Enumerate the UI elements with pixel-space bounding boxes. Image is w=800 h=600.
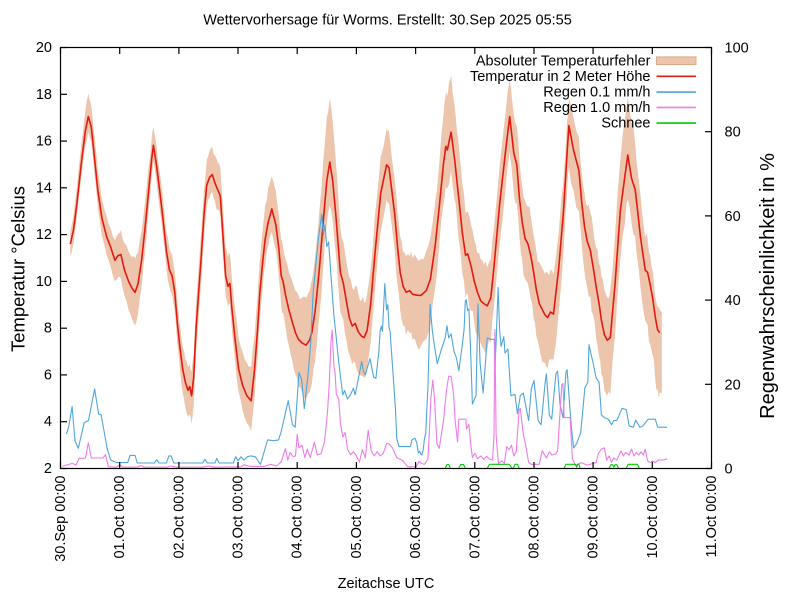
svg-text:12: 12 (36, 227, 52, 243)
svg-text:09.Oct 00:00: 09.Oct 00:00 (586, 476, 602, 559)
svg-text:02.Oct 00:00: 02.Oct 00:00 (171, 476, 187, 559)
svg-text:01.Oct 00:00: 01.Oct 00:00 (112, 476, 128, 559)
svg-text:Regenwahrscheinlichkeit in %: Regenwahrscheinlichkeit in % (757, 153, 779, 419)
svg-text:4: 4 (44, 414, 52, 430)
svg-text:10: 10 (36, 274, 52, 290)
svg-text:Temperatur in 2 Meter Höhe: Temperatur in 2 Meter Höhe (470, 69, 651, 85)
svg-text:30.Sep 00:00: 30.Sep 00:00 (53, 476, 69, 562)
svg-text:08.Oct 00:00: 08.Oct 00:00 (527, 476, 543, 559)
svg-text:20: 20 (36, 40, 52, 56)
svg-text:Wettervorhersage für Worms. Er: Wettervorhersage für Worms. Erstellt: 30… (203, 13, 572, 29)
svg-text:60: 60 (725, 209, 741, 225)
svg-text:11.Oct 00:00: 11.Oct 00:00 (704, 476, 720, 558)
svg-text:100: 100 (725, 41, 749, 57)
svg-text:Regen 0.1 mm/h: Regen 0.1 mm/h (543, 85, 650, 101)
svg-text:06.Oct 00:00: 06.Oct 00:00 (408, 476, 424, 559)
svg-text:0: 0 (725, 462, 733, 478)
svg-text:07.Oct 00:00: 07.Oct 00:00 (467, 476, 483, 559)
svg-text:40: 40 (725, 293, 741, 309)
svg-text:2: 2 (44, 461, 52, 477)
svg-text:20: 20 (725, 377, 741, 393)
svg-text:80: 80 (725, 125, 741, 141)
svg-text:Regen 1.0 mm/h: Regen 1.0 mm/h (543, 100, 650, 116)
svg-text:03.Oct 00:00: 03.Oct 00:00 (231, 476, 247, 559)
svg-text:Zeitachse UTC: Zeitachse UTC (338, 576, 435, 592)
svg-text:14: 14 (36, 180, 52, 196)
svg-text:16: 16 (36, 134, 52, 150)
svg-text:18: 18 (36, 87, 52, 103)
svg-text:6: 6 (44, 367, 52, 383)
svg-text:Schnee: Schnee (601, 116, 650, 132)
svg-text:8: 8 (44, 321, 52, 337)
svg-text:Temperatur °Celsius: Temperatur °Celsius (8, 186, 29, 352)
svg-text:05.Oct 00:00: 05.Oct 00:00 (349, 476, 365, 559)
svg-text:10.Oct 00:00: 10.Oct 00:00 (645, 476, 661, 559)
svg-text:Absoluter Temperaturfehler: Absoluter Temperaturfehler (476, 53, 651, 69)
svg-text:04.Oct 00:00: 04.Oct 00:00 (290, 476, 306, 559)
